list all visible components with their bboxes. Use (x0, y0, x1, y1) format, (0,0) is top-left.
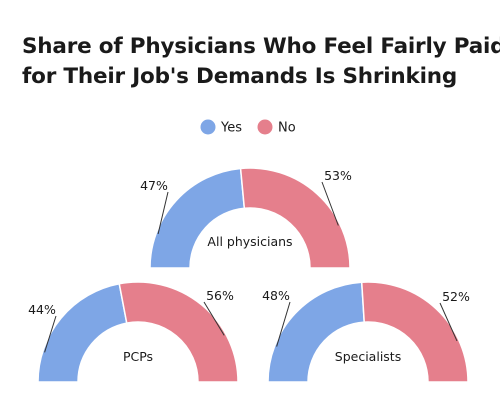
semi-donut-pcps: 44% 56% PCPs (28, 281, 239, 383)
chart-group: 47% 53% All physicians 44% 56% PCPs 48% 52% Spec… (28, 167, 470, 383)
slice-no-specialists (360, 281, 469, 383)
chart-title: Share of Physicians Who Feel Fairly Paid… (22, 32, 500, 92)
legend-label-no: No (278, 121, 296, 136)
chart-label-pcps: PCPs (123, 349, 153, 364)
chart-title-line-1: Share of Physicians Who Feel Fairly Paid (22, 34, 500, 59)
data-label-no-pcps: 56% (206, 288, 234, 303)
chart-label-specialists: Specialists (335, 349, 401, 364)
leader-line-no-all-physicians (321, 181, 339, 226)
chart-title-line-2: for Their Job's Demands Is Shrinking (22, 64, 458, 89)
data-label-yes-specialists: 48% (262, 288, 290, 303)
data-label-yes-all-physicians: 47% (140, 178, 168, 193)
leader-line-yes-all-physicians (157, 191, 169, 235)
chart-label-all-physicians: All physicians (207, 234, 292, 249)
semi-donut-all-physicians: 47% 53% All physicians (140, 167, 352, 269)
legend: Yes No (200, 119, 296, 136)
leader-line-yes-pcps (44, 315, 57, 353)
legend-swatch-yes (200, 119, 216, 135)
legend-swatch-no (257, 119, 273, 135)
leader-line-no-specialists (439, 302, 458, 342)
leader-line-no-pcps (203, 301, 225, 336)
slice-yes-pcps (37, 282, 128, 383)
slice-no-pcps (118, 281, 239, 383)
data-label-no-all-physicians: 53% (324, 168, 352, 183)
data-label-no-specialists: 52% (442, 289, 470, 304)
legend-label-yes: Yes (220, 121, 242, 136)
semi-donut-specialists: 48% 52% Specialists (262, 281, 470, 383)
leader-line-yes-specialists (276, 301, 291, 347)
data-label-yes-pcps: 44% (28, 302, 56, 317)
slice-no-all-physicians (239, 167, 351, 269)
